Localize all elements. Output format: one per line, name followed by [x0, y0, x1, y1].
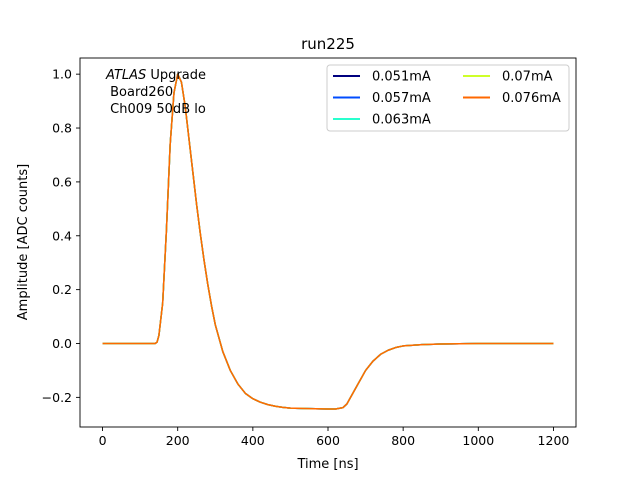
- annotation: ATLAS Upgrade Board260 Ch009 50dB lo: [105, 68, 206, 117]
- x-tick-label-2: 400: [241, 433, 265, 448]
- y-tick-label-6: 1.0: [52, 67, 72, 82]
- legend-label-0: 0.051mA: [372, 70, 431, 85]
- y-tick-label-3: 0.4: [52, 228, 72, 243]
- legend-label-2: 0.063mA: [372, 113, 431, 128]
- y-tick-label-0: −0.2: [42, 390, 72, 405]
- annotation-upgrade: Upgrade: [146, 68, 206, 83]
- y-axis-label: Amplitude [ADC counts]: [16, 164, 31, 320]
- x-tick-label-3: 600: [316, 433, 340, 448]
- x-axis: 0 200 400 600 800 1000 1200: [99, 427, 570, 448]
- series-line-4: [102, 73, 554, 410]
- legend-box: [326, 64, 570, 132]
- annotation-line3: Ch009 50dB lo: [106, 102, 206, 117]
- series-layer: [102, 73, 554, 410]
- annotation-atlas: ATLAS: [105, 68, 146, 83]
- y-tick-label-5: 0.8: [52, 121, 72, 136]
- legend: 0.051mA 0.057mA 0.063mA 0.07mA 0.076mA: [326, 64, 570, 132]
- chart-title: run225: [301, 35, 355, 53]
- x-axis-label: Time [ns]: [296, 457, 358, 472]
- annotation-line1: ATLAS Upgrade: [105, 68, 206, 83]
- legend-label-3: 0.07mA: [502, 70, 553, 85]
- x-tick-label-6: 1200: [538, 433, 570, 448]
- y-axis: −0.2 0.0 0.2 0.4 0.6 0.8 1.0: [42, 67, 80, 405]
- annotation-line2: Board260: [106, 85, 173, 100]
- x-tick-label-5: 1000: [462, 433, 494, 448]
- y-tick-label-1: 0.0: [52, 336, 72, 351]
- y-tick-label-2: 0.2: [52, 282, 72, 297]
- legend-label-1: 0.057mA: [372, 91, 431, 106]
- plot-area: [79, 57, 577, 428]
- x-tick-label-1: 200: [166, 433, 190, 448]
- x-tick-label-4: 800: [391, 433, 415, 448]
- legend-label-4: 0.076mA: [502, 91, 561, 106]
- x-tick-label-0: 0: [99, 433, 107, 448]
- y-tick-label-4: 0.6: [52, 174, 72, 189]
